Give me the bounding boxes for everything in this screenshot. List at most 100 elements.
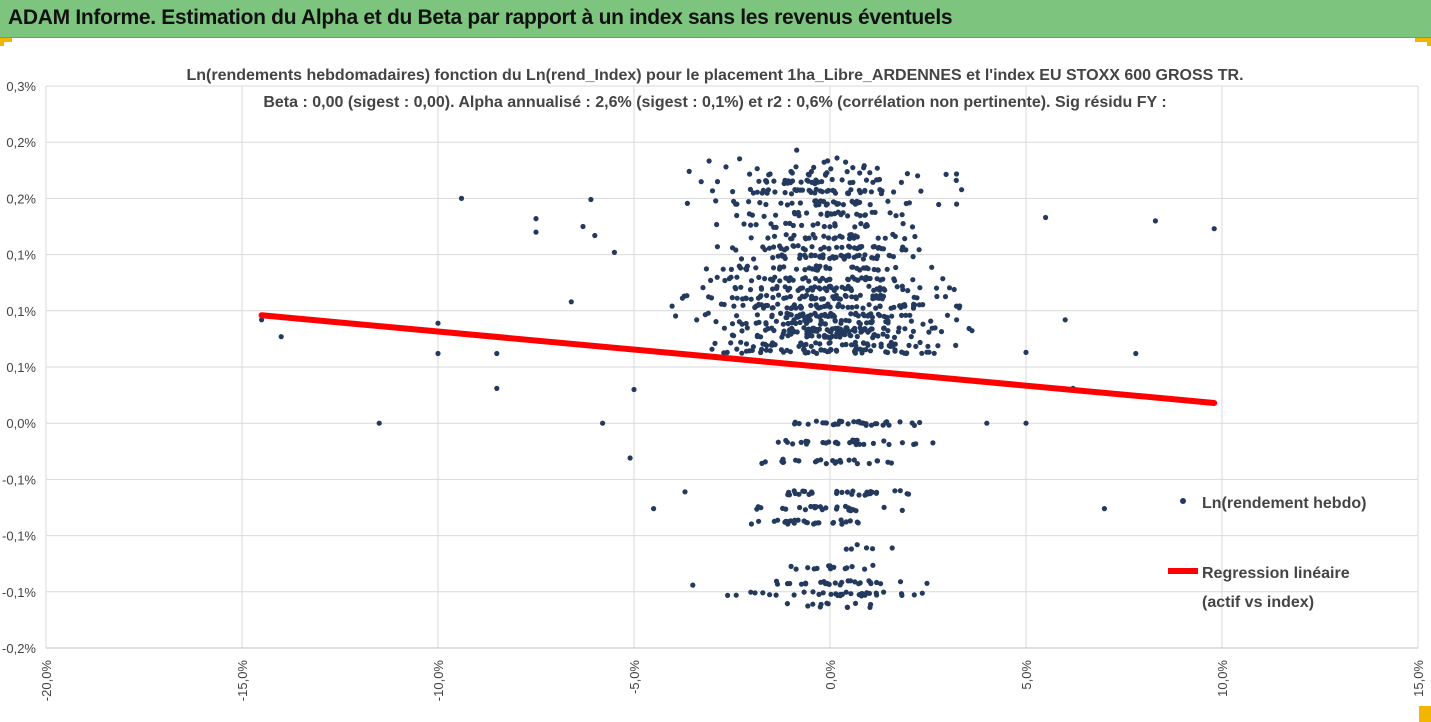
data-point: [814, 200, 821, 206]
data-point: [759, 190, 765, 196]
data-point: [762, 276, 768, 282]
data-point: [817, 286, 823, 292]
data-point: [875, 294, 881, 300]
data-point: [769, 314, 775, 320]
data-point: [823, 461, 829, 467]
data-point: [842, 566, 848, 572]
data-point: [738, 284, 744, 290]
data-point: [913, 343, 919, 349]
data-point: [783, 232, 789, 238]
data-point: [729, 321, 736, 327]
data-point: [813, 313, 820, 319]
data-point: [917, 339, 923, 346]
data-point: [832, 317, 838, 323]
data-point: [750, 190, 757, 196]
data-point: [763, 201, 769, 208]
data-point: [813, 340, 819, 346]
data-point: [690, 582, 696, 588]
data-point: [847, 244, 853, 250]
scatter-chart: 0,3% 0,2% 0,2% 0,1% 0,1% 0,1% 0,0% -0,1% -0,1% -0…: [2, 67, 1426, 701]
data-point: [801, 518, 807, 524]
data-point: [765, 187, 772, 193]
data-point: [846, 328, 852, 334]
data-point: [753, 265, 759, 271]
data-point: [795, 211, 801, 217]
data-point: [816, 333, 822, 339]
data-point: [789, 320, 795, 326]
data-point: [848, 342, 855, 348]
data-point: [808, 252, 814, 258]
data-point: [809, 333, 815, 339]
data-point: [899, 440, 906, 446]
data-point: [874, 458, 880, 464]
data-point: [771, 327, 777, 334]
data-point: [774, 283, 780, 290]
data-point: [789, 200, 795, 206]
data-point: [861, 441, 867, 447]
data-point: [1062, 317, 1068, 323]
data-point: [849, 564, 855, 570]
data-point: [828, 591, 834, 597]
data-point: [860, 256, 867, 262]
data-point: [871, 342, 877, 349]
data-point: [858, 329, 864, 335]
data-point: [847, 180, 853, 186]
y-tick-label: 0,3%: [6, 79, 36, 94]
data-point: [851, 254, 857, 260]
data-point: [892, 341, 898, 347]
data-point: [776, 292, 782, 298]
data-point: [772, 189, 778, 195]
data-point: [744, 263, 751, 269]
y-tick-label: -0,1%: [2, 472, 36, 487]
data-point: [817, 341, 823, 347]
data-point: [760, 244, 766, 250]
data-point: [889, 313, 895, 319]
data-point: [686, 168, 692, 174]
data-point: [834, 488, 840, 494]
data-point: [802, 235, 808, 241]
data-point: [878, 191, 885, 197]
x-tick-label: 15,0%: [1411, 660, 1426, 697]
data-point: [611, 249, 618, 255]
data-point: [736, 263, 742, 269]
data-point: [862, 566, 868, 572]
data-point: [787, 580, 793, 587]
data-point: [714, 274, 720, 280]
data-point: [794, 147, 800, 153]
data-point: [880, 293, 887, 299]
data-point: [820, 296, 827, 302]
data-point: [600, 420, 606, 426]
data-point: [724, 349, 730, 355]
data-point: [737, 156, 743, 162]
data-point: [867, 170, 873, 176]
data-point: [920, 302, 926, 308]
data-point: [917, 285, 923, 291]
data-point: [849, 264, 855, 270]
data-point: [824, 327, 830, 333]
data-point: [868, 601, 874, 608]
data-point: [494, 385, 500, 391]
data-point: [813, 267, 819, 273]
data-point: [764, 342, 770, 349]
y-tick-label: 0,1%: [6, 304, 36, 319]
data-point: [725, 592, 731, 599]
data-point: [853, 294, 859, 300]
data-point: [754, 166, 760, 172]
data-point: [857, 346, 863, 352]
data-point: [1023, 420, 1029, 426]
data-point: [854, 304, 860, 310]
data-point: [810, 348, 817, 355]
data-point: [819, 189, 825, 195]
data-point: [844, 489, 851, 495]
data-point: [741, 221, 747, 227]
data-point: [748, 235, 754, 241]
data-point: [802, 507, 809, 513]
data-point: [788, 191, 795, 197]
data-point: [845, 304, 851, 310]
data-point: [802, 294, 808, 300]
data-point: [891, 189, 897, 195]
data-point: [823, 265, 829, 271]
y-tick-label: 0,0%: [6, 416, 36, 431]
data-point: [844, 604, 851, 611]
data-point: [771, 244, 777, 250]
